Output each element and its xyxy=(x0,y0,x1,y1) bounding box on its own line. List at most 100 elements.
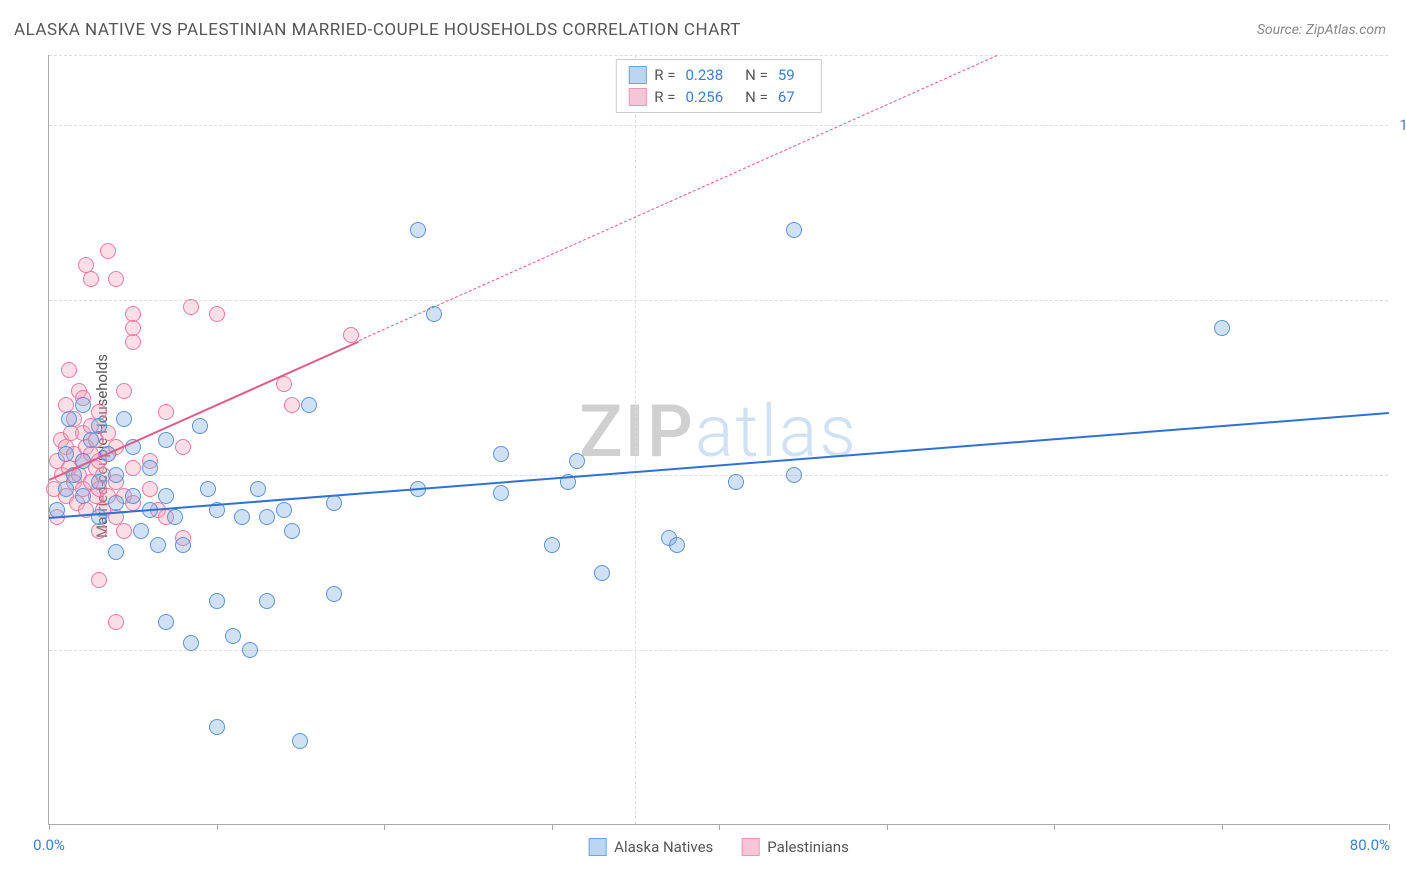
point-blue xyxy=(225,628,241,644)
point-blue xyxy=(58,481,74,497)
stats-legend: R = 0.238 N = 59 R = 0.256 N = 67 xyxy=(615,59,821,113)
point-blue xyxy=(284,523,300,539)
x-tick-mark xyxy=(1222,824,1223,830)
point-pink xyxy=(209,306,225,322)
x-tick-mark xyxy=(49,824,50,830)
y-tick-label: 75.0% xyxy=(1393,291,1406,309)
swatch-pink xyxy=(741,838,759,856)
x-tick-label: 0.0% xyxy=(33,836,65,854)
point-blue xyxy=(259,509,275,525)
point-blue xyxy=(125,488,141,504)
point-blue xyxy=(175,537,191,553)
chart-title: ALASKA NATIVE VS PALESTINIAN MARRIED-COU… xyxy=(14,20,741,40)
point-blue xyxy=(276,502,292,518)
point-pink xyxy=(116,523,132,539)
point-blue xyxy=(410,222,426,238)
point-blue xyxy=(326,495,342,511)
point-blue xyxy=(594,565,610,581)
y-tick-label: 25.0% xyxy=(1393,641,1406,659)
point-blue xyxy=(786,222,802,238)
point-blue xyxy=(242,642,258,658)
point-blue xyxy=(133,523,149,539)
point-blue xyxy=(91,474,107,490)
point-blue xyxy=(1214,320,1230,336)
point-blue xyxy=(569,453,585,469)
point-blue xyxy=(292,733,308,749)
point-blue xyxy=(167,509,183,525)
x-tick-mark xyxy=(1389,824,1390,830)
point-blue xyxy=(250,481,266,497)
gridline-h xyxy=(49,55,1388,56)
stats-row-blue: R = 0.238 N = 59 xyxy=(628,64,808,86)
point-blue xyxy=(209,593,225,609)
regression-line xyxy=(49,412,1389,519)
swatch-blue xyxy=(628,66,646,84)
point-blue xyxy=(544,537,560,553)
point-pink xyxy=(61,362,77,378)
point-blue xyxy=(192,418,208,434)
x-tick-mark xyxy=(887,824,888,830)
point-pink xyxy=(83,271,99,287)
point-blue xyxy=(493,485,509,501)
gridline-h xyxy=(49,475,1388,476)
gridline-h xyxy=(49,125,1388,126)
point-blue xyxy=(58,446,74,462)
legend-item-pink: Palestinians xyxy=(741,838,849,856)
plot-area: ZIPatlas R = 0.238 N = 59 R = 0.256 N = … xyxy=(48,55,1388,825)
correlation-chart: ALASKA NATIVE VS PALESTINIAN MARRIED-COU… xyxy=(0,0,1406,892)
x-tick-label: 80.0% xyxy=(1350,836,1390,854)
point-pink xyxy=(175,439,191,455)
point-blue xyxy=(150,537,166,553)
point-pink xyxy=(91,523,107,539)
point-blue xyxy=(116,411,132,427)
point-pink xyxy=(125,320,141,336)
point-blue xyxy=(83,432,99,448)
point-blue xyxy=(142,460,158,476)
point-blue xyxy=(200,481,216,497)
y-tick-label: 50.0% xyxy=(1393,466,1406,484)
x-tick-mark xyxy=(552,824,553,830)
point-pink xyxy=(91,572,107,588)
point-blue xyxy=(209,719,225,735)
point-blue xyxy=(61,411,77,427)
x-tick-mark xyxy=(217,824,218,830)
point-pink xyxy=(108,271,124,287)
point-blue xyxy=(108,544,124,560)
swatch-blue xyxy=(588,838,606,856)
point-blue xyxy=(183,635,199,651)
point-blue xyxy=(158,432,174,448)
x-tick-mark xyxy=(719,824,720,830)
point-pink xyxy=(125,334,141,350)
point-pink xyxy=(116,383,132,399)
point-pink xyxy=(100,243,116,259)
point-blue xyxy=(728,474,744,490)
point-blue xyxy=(108,467,124,483)
point-pink xyxy=(158,404,174,420)
gridline-h xyxy=(49,300,1388,301)
x-tick-mark xyxy=(384,824,385,830)
point-pink xyxy=(142,481,158,497)
legend-item-blue: Alaska Natives xyxy=(588,838,713,856)
point-blue xyxy=(301,397,317,413)
point-blue xyxy=(75,397,91,413)
y-tick-label: 100.0% xyxy=(1393,116,1406,134)
point-blue xyxy=(91,509,107,525)
point-blue xyxy=(326,586,342,602)
point-blue xyxy=(75,488,91,504)
series-legend: Alaska Natives Palestinians xyxy=(588,838,849,856)
point-blue xyxy=(158,614,174,630)
point-pink xyxy=(183,299,199,315)
point-pink xyxy=(108,614,124,630)
point-blue xyxy=(493,446,509,462)
point-blue xyxy=(259,593,275,609)
point-pink xyxy=(284,397,300,413)
point-pink xyxy=(125,460,141,476)
point-blue xyxy=(234,509,250,525)
gridline-v xyxy=(635,55,636,824)
x-tick-mark xyxy=(1054,824,1055,830)
watermark: ZIPatlas xyxy=(579,389,858,474)
swatch-pink xyxy=(628,88,646,106)
stats-row-pink: R = 0.256 N = 67 xyxy=(628,86,808,108)
point-blue xyxy=(108,495,124,511)
point-blue xyxy=(786,467,802,483)
